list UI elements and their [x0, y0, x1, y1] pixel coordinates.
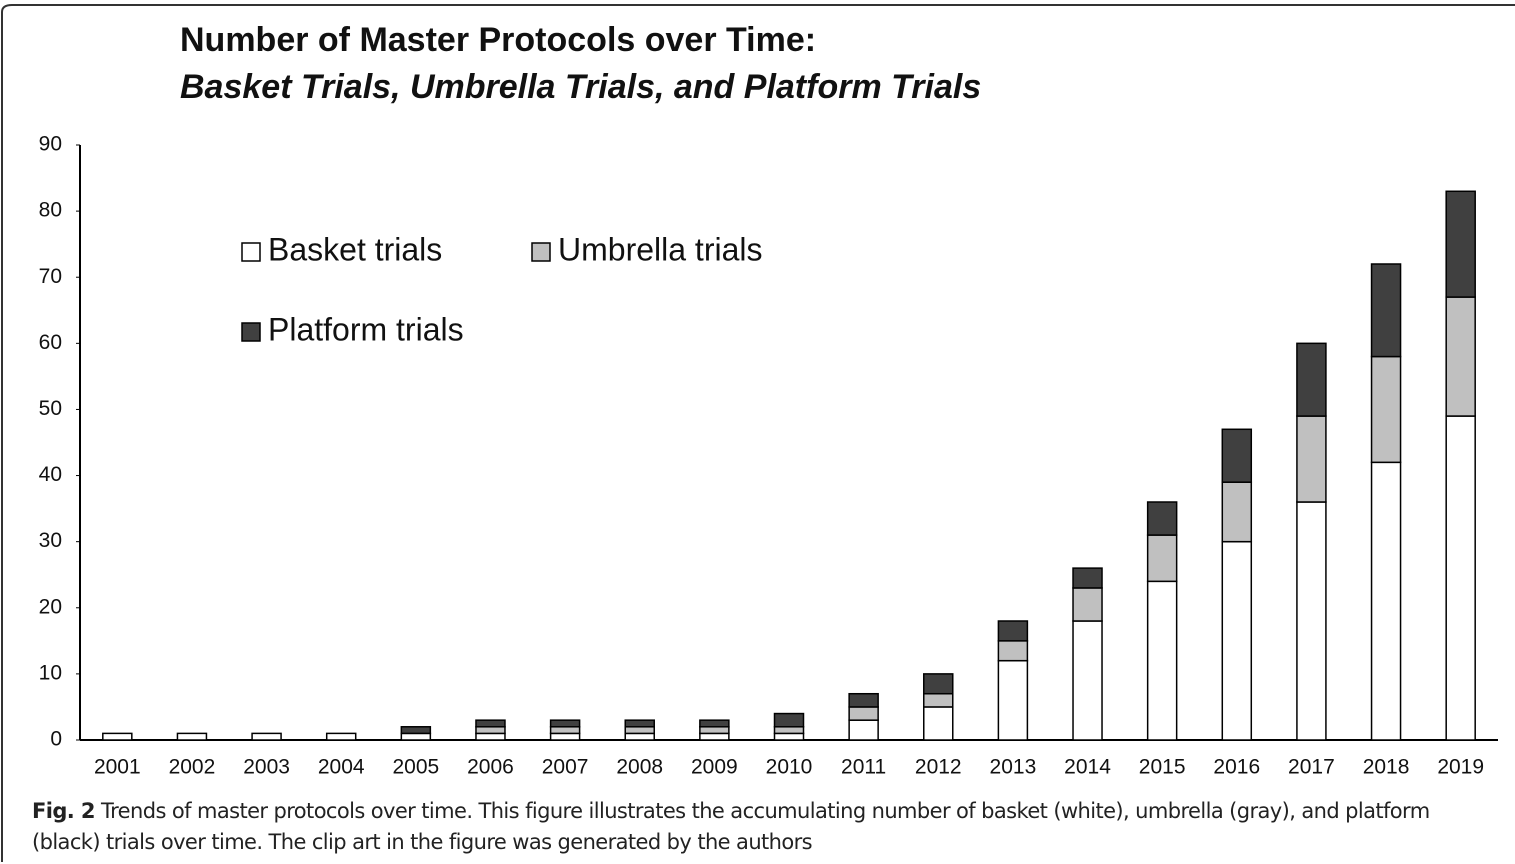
bar-segment	[1370, 263, 1402, 358]
bar-segment	[997, 659, 1029, 741]
bar-segment	[1370, 461, 1402, 741]
caption: Fig. 2 Trends of master protocols over t…	[32, 796, 1472, 858]
x-tick-label: 2007	[542, 756, 589, 779]
bar-segment	[923, 706, 954, 741]
x-tick-label: 2002	[169, 756, 216, 779]
y-tick-label: 30	[39, 529, 62, 552]
bar-segment	[773, 712, 805, 728]
legend-swatch	[241, 322, 261, 342]
bar-segment	[1296, 415, 1327, 503]
bar-segment	[1445, 415, 1476, 741]
bar-segment	[848, 706, 879, 721]
caption-text: Trends of master protocols over time. Th…	[32, 799, 1430, 854]
bar-segment	[549, 732, 581, 741]
x-tick-label: 2003	[243, 756, 290, 779]
bar-segment	[325, 732, 357, 741]
bar-segment	[624, 719, 655, 728]
bar-segment	[773, 726, 805, 735]
bar-segment	[1221, 428, 1253, 483]
x-tick-label: 2016	[1213, 756, 1260, 779]
bar-segment	[1445, 296, 1476, 417]
bar-segment	[1296, 342, 1327, 417]
caption-label: Fig. 2	[32, 799, 95, 823]
bar-segment	[475, 732, 506, 741]
bar-segment	[923, 692, 954, 708]
bar-segment	[624, 726, 655, 735]
bar-segment	[102, 732, 133, 741]
bar-segment	[475, 719, 506, 728]
legend-swatch	[531, 242, 551, 262]
y-tick-label: 70	[39, 265, 62, 288]
chart-subtitle: Basket Trials, Umbrella Trials, and Plat…	[180, 68, 981, 106]
bar-segment	[1370, 355, 1402, 464]
bar-segment	[923, 673, 954, 695]
x-tick-label: 2009	[691, 756, 738, 779]
bar-segment	[848, 719, 879, 741]
y-tick-label: 40	[39, 463, 62, 486]
bar-segment	[997, 620, 1029, 642]
x-tick-label: 2018	[1363, 756, 1410, 779]
x-tick-label: 2019	[1437, 756, 1484, 779]
bar-segment	[1445, 190, 1476, 298]
legend-label: Umbrella trials	[558, 231, 762, 267]
frame	[0, 4, 1515, 862]
y-tick-label: 10	[39, 661, 62, 684]
x-tick-label: 2006	[467, 756, 514, 779]
bar-segment	[699, 732, 730, 741]
x-tick-label: 2014	[1064, 756, 1111, 779]
bar-segment	[1072, 567, 1103, 589]
x-tick-label: 2008	[616, 756, 663, 779]
bar-segment	[699, 726, 730, 735]
x-tick-label: 2011	[841, 756, 886, 779]
bar-segment	[549, 726, 581, 735]
y-tick-label: 20	[39, 595, 62, 618]
y-tick-label: 50	[39, 397, 62, 420]
x-tick-label: 2015	[1139, 756, 1186, 779]
bar-segment	[1146, 580, 1178, 741]
x-tick-label: 2013	[990, 756, 1037, 779]
bar-segment	[1072, 620, 1103, 741]
chart-title: Number of Master Protocols over Time:	[180, 21, 816, 59]
bar-segment	[475, 726, 506, 735]
y-tick-label: 80	[39, 199, 62, 222]
legend-swatch	[241, 242, 261, 262]
x-tick-label: 2001	[94, 756, 141, 779]
bar-segment	[400, 732, 432, 741]
bar-segment	[848, 692, 879, 708]
bar-segment	[1146, 534, 1178, 583]
x-tick-label: 2012	[915, 756, 962, 779]
bar-segment	[549, 719, 581, 728]
bar-segment	[1072, 587, 1103, 622]
x-tick-label: 2005	[392, 756, 439, 779]
y-tick-label: 60	[39, 331, 62, 354]
bar-segment	[773, 732, 805, 741]
legend-label: Basket trials	[268, 231, 442, 267]
bar-segment	[1221, 540, 1253, 741]
bar-segment	[1221, 481, 1253, 543]
bar-segment	[176, 732, 208, 741]
y-tick-label: 0	[50, 728, 62, 751]
bar-segment	[400, 726, 432, 735]
x-tick-label: 2017	[1288, 756, 1335, 779]
x-tick-label: 2010	[766, 756, 813, 779]
bar-segment	[1296, 501, 1327, 741]
y-tick-label: 90	[39, 133, 62, 156]
x-tick-label: 2004	[318, 756, 365, 779]
bar-segment	[1146, 501, 1178, 536]
bar-segment	[251, 732, 282, 741]
bar-segment	[624, 732, 655, 741]
legend-label: Platform trials	[268, 311, 464, 347]
bar-segment	[699, 719, 730, 728]
bar-segment	[997, 640, 1029, 662]
